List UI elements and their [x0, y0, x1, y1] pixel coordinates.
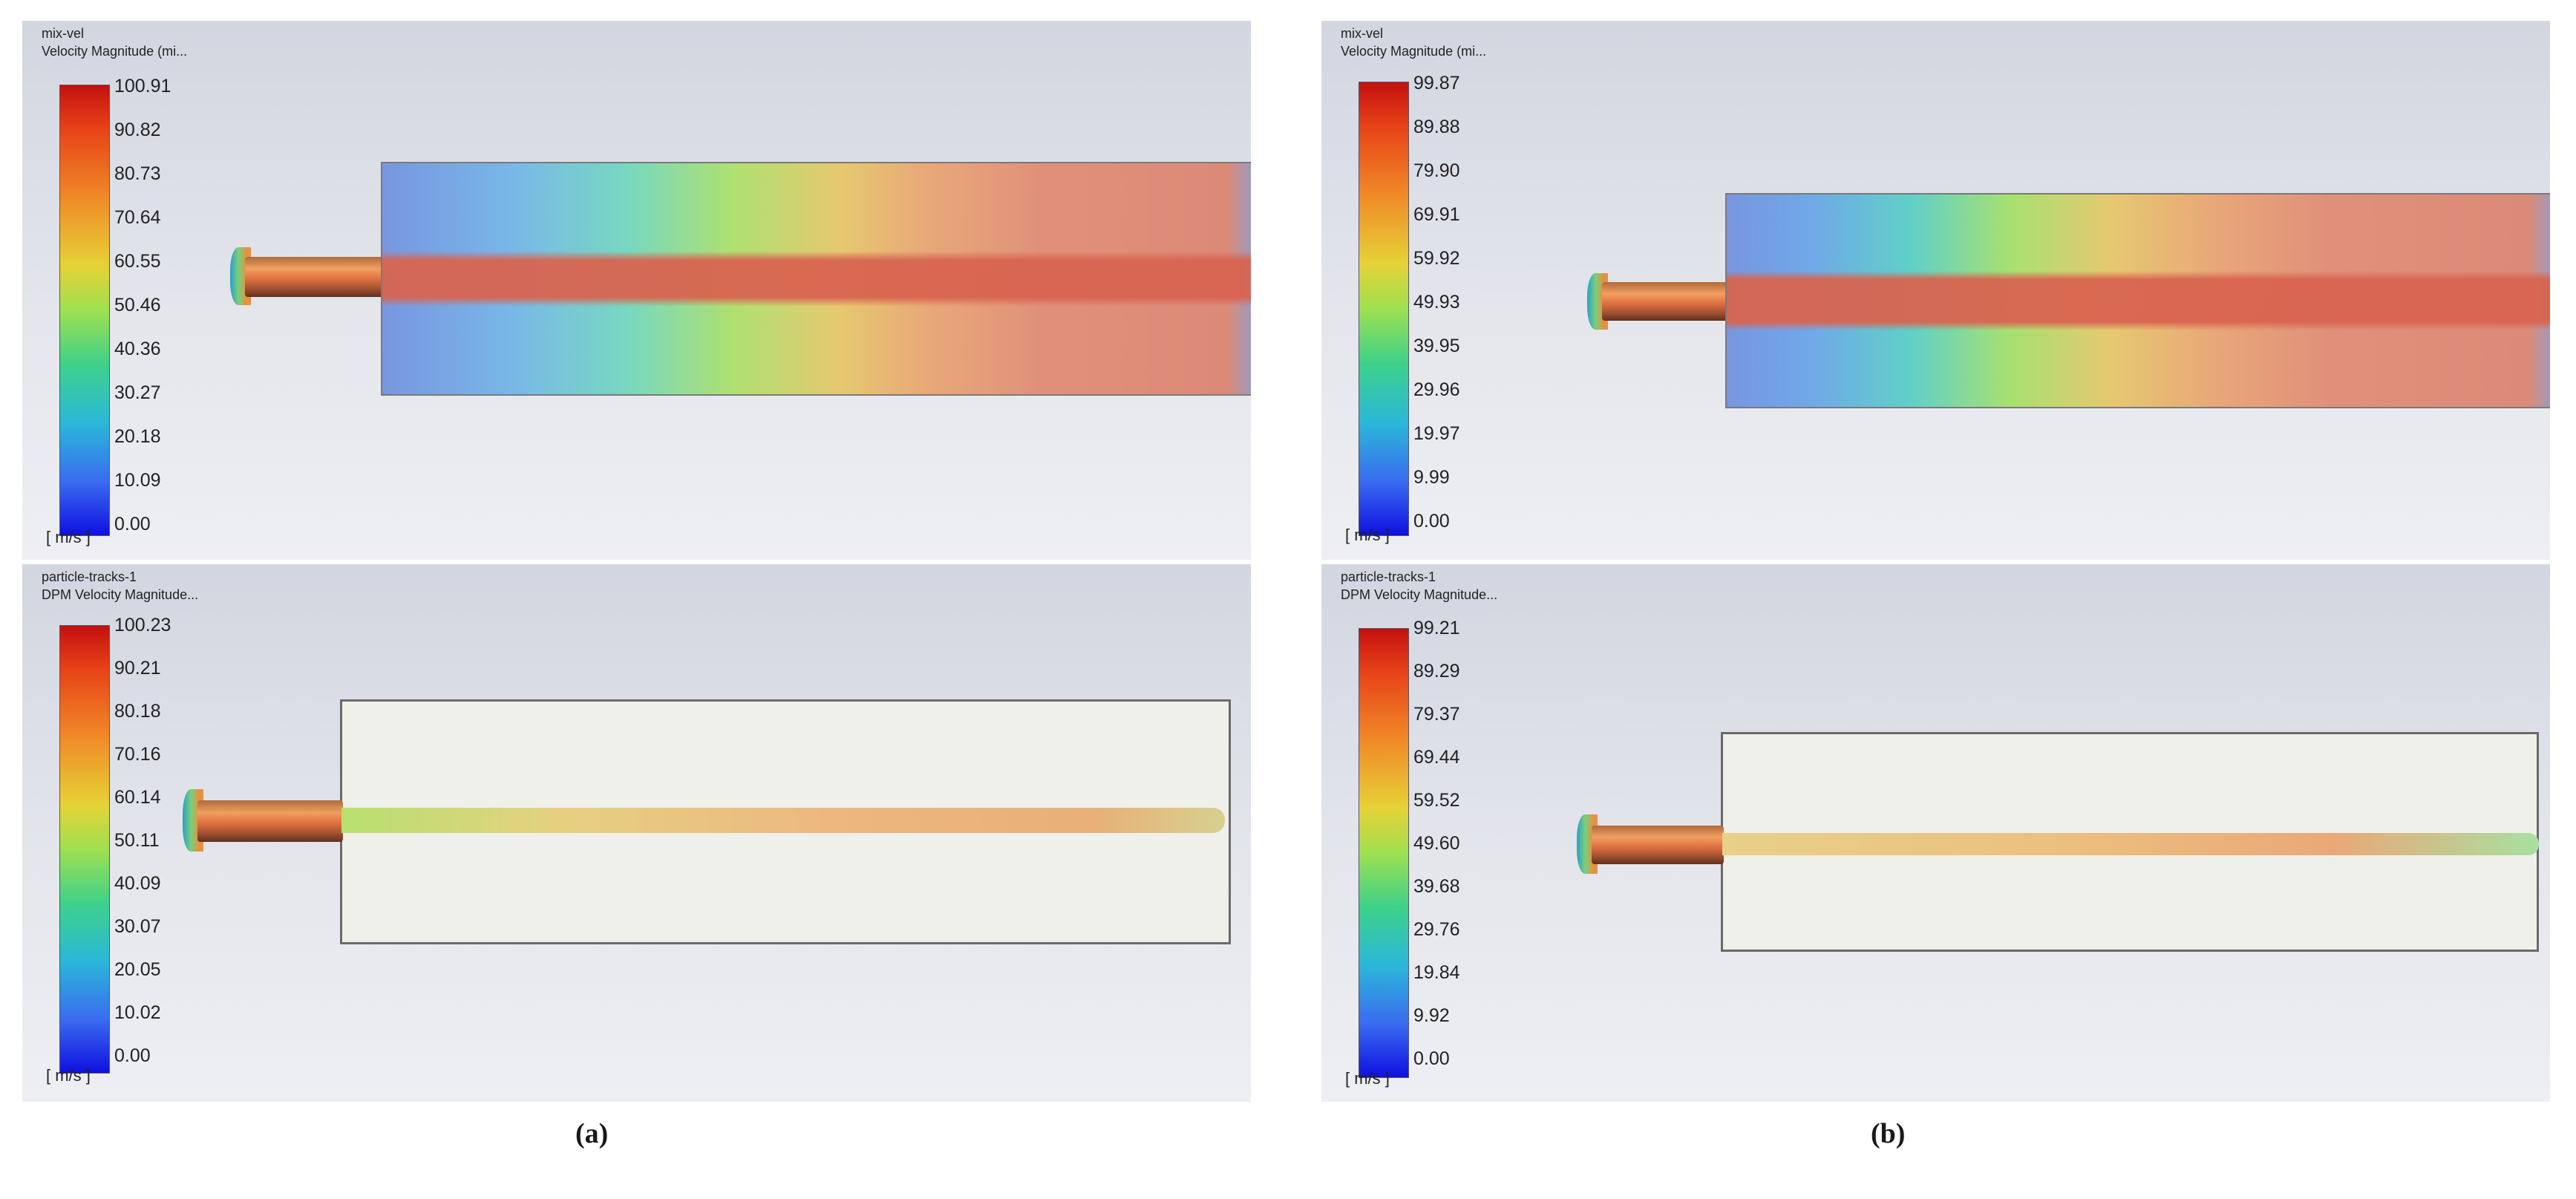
legend-unit: [ m/s ] [46, 1066, 91, 1085]
legend-tick: 69.44 [1413, 747, 1460, 768]
nozzle-pipe [197, 800, 343, 842]
nozzle-pipe [1602, 282, 1737, 321]
legend-tick: 0.00 [1413, 1048, 1450, 1069]
legend-tick: 49.60 [1413, 833, 1460, 854]
legend-unit: [ m/s ] [46, 528, 91, 546]
legend-tick: 89.29 [1413, 661, 1460, 682]
legend-tick: 20.05 [114, 959, 161, 980]
panel-b-particle-tracks: particle-tracks-1 DPM Velocity Magnitude… [1321, 564, 2550, 1102]
panel-title-line1: mix-vel [42, 26, 84, 41]
color-legend-bar [1359, 628, 1409, 1078]
legend-unit: [ m/s ] [1345, 526, 1390, 544]
caption-a: (a) [575, 1118, 609, 1149]
panel-title-line1: particle-tracks-1 [1341, 569, 1436, 584]
legend-tick: 90.21 [114, 658, 161, 679]
panel-title-line1: particle-tracks-1 [42, 569, 137, 584]
panel-title-line2: DPM Velocity Magnitude... [1341, 587, 1498, 602]
legend-tick: 89.88 [1413, 117, 1460, 137]
nozzle-pipe [245, 257, 407, 297]
panel-a-velocity-contour: mix-vel Velocity Magnitude (mi... 100.91… [22, 21, 1251, 560]
legend-tick: 40.36 [114, 339, 161, 359]
chamber-velocity-contour [381, 162, 1251, 396]
legend-tick: 80.18 [114, 701, 161, 722]
legend-tick: 29.96 [1413, 379, 1460, 400]
legend-tick: 10.09 [114, 470, 161, 491]
caption-b: (b) [1871, 1118, 1906, 1149]
legend-tick: 100.23 [114, 615, 171, 636]
color-legend-bar [59, 85, 110, 536]
legend-tick: 79.37 [1413, 704, 1460, 725]
color-legend-bar [1359, 82, 1409, 536]
panel-title-line2: Velocity Magnitude (mi... [1341, 44, 1487, 59]
legend-tick: 39.68 [1413, 876, 1460, 897]
panel-title-line2: Velocity Magnitude (mi... [42, 44, 188, 59]
legend-tick: 0.00 [114, 1045, 151, 1066]
legend-tick: 40.09 [114, 873, 161, 894]
nozzle-pipe [1592, 826, 1724, 864]
legend-tick: 30.27 [114, 382, 161, 403]
legend-tick: 59.52 [1413, 790, 1460, 811]
chamber-velocity-contour [1725, 193, 2550, 408]
legend-tick: 0.00 [1413, 511, 1450, 532]
legend-tick: 9.92 [1413, 1005, 1450, 1026]
legend-tick: 59.92 [1413, 248, 1460, 269]
legend-tick: 90.82 [114, 120, 161, 140]
legend-tick: 99.87 [1413, 73, 1460, 94]
legend-tick: 99.21 [1413, 618, 1460, 638]
legend-tick: 50.46 [114, 295, 161, 316]
legend-tick: 39.95 [1413, 336, 1460, 356]
legend-tick: 60.14 [114, 787, 161, 808]
legend-tick: 69.91 [1413, 204, 1460, 225]
legend-tick: 19.97 [1413, 423, 1460, 444]
panel-title-line2: DPM Velocity Magnitude... [42, 587, 199, 602]
panel-a-particle-tracks: particle-tracks-1 DPM Velocity Magnitude… [22, 564, 1251, 1102]
legend-tick: 80.73 [114, 163, 161, 184]
panel-b-velocity-contour: mix-vel Velocity Magnitude (mi... 99.87 … [1321, 21, 2550, 560]
legend-tick: 10.02 [114, 1002, 161, 1023]
legend-tick: 19.84 [1413, 962, 1460, 983]
legend-unit: [ m/s ] [1345, 1069, 1390, 1088]
legend-tick: 79.90 [1413, 160, 1460, 181]
particle-track-jet [1722, 833, 2539, 855]
legend-tick: 30.07 [114, 916, 161, 937]
legend-tick: 0.00 [114, 514, 151, 535]
legend-tick: 49.93 [1413, 292, 1460, 313]
color-legend-bar [59, 625, 110, 1074]
particle-track-jet [341, 808, 1225, 833]
legend-tick: 9.99 [1413, 467, 1450, 488]
legend-tick: 50.11 [114, 830, 160, 851]
legend-tick: 60.55 [114, 251, 161, 272]
panel-title-line1: mix-vel [1341, 26, 1383, 41]
legend-tick: 70.64 [114, 207, 161, 228]
legend-tick: 100.91 [114, 76, 171, 97]
legend-tick: 29.76 [1413, 919, 1460, 940]
legend-tick: 70.16 [114, 744, 161, 765]
legend-tick: 20.18 [114, 426, 161, 447]
